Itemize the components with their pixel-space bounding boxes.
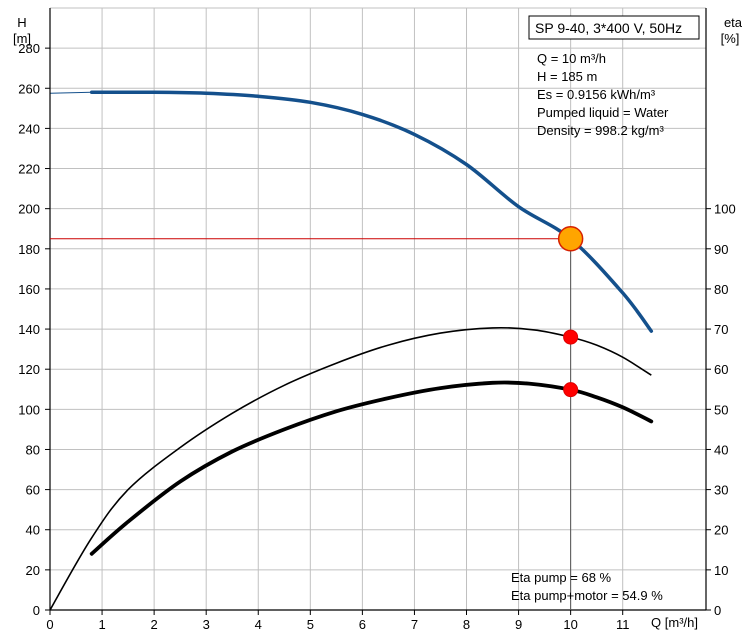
chart-title: SP 9-40, 3*400 V, 50Hz	[535, 20, 682, 36]
eta-pump-motor-label: Eta pump+motor = 54.9 %	[511, 588, 663, 603]
head-curve-extension	[49, 91, 92, 94]
x-tick-label: 1	[98, 617, 105, 632]
y-right-tick-label: 70	[714, 322, 728, 337]
y-right-axis-title-line2: [%]	[721, 31, 740, 46]
y-left-axis-title-line2: [m]	[13, 31, 31, 46]
x-tick-label: 5	[307, 617, 314, 632]
y-left-axis-title-line1: H	[17, 15, 26, 30]
tick-labels: 0 1 2 3 4 5 6 7 8 9 10 1102040608010012014016018020…	[18, 41, 735, 632]
eta-pump-label: Eta pump = 68 %	[511, 570, 612, 585]
markers	[50, 226, 584, 610]
y-left-tick-label: 160	[18, 282, 40, 297]
eta-pump-motor-curve	[89, 380, 654, 556]
x-tick-label: 11	[616, 617, 630, 632]
y-left-tick-label: 220	[18, 162, 40, 177]
y-right-tick-label: 100	[714, 202, 736, 217]
info-line: Es = 0.9156 kWh/m³	[537, 87, 656, 102]
x-axis-title: Q [m³/h]	[651, 615, 698, 630]
y-right-tick-label: 20	[714, 523, 728, 538]
x-tick-label: 3	[203, 617, 210, 632]
y-left-tick-label: 100	[18, 402, 40, 417]
info-line: Density = 998.2 kg/m³	[537, 123, 664, 138]
axes	[45, 8, 711, 615]
info-line: H = 185 m	[537, 69, 597, 84]
y-left-tick-label: 0	[33, 603, 40, 618]
info-panel: Q = 10 m³/h H = 185 m Es = 0.9156 kWh/m³…	[537, 51, 669, 138]
y-left-tick-label: 20	[26, 563, 40, 578]
y-right-tick-label: 60	[714, 362, 728, 377]
x-tick-label: 8	[463, 617, 470, 632]
x-tick-label: 6	[359, 617, 366, 632]
y-right-tick-label: 40	[714, 442, 728, 457]
y-left-tick-label: 120	[18, 362, 40, 377]
info-line: Pumped liquid = Water	[537, 105, 669, 120]
x-tick-label: 7	[411, 617, 418, 632]
y-right-tick-label: 80	[714, 282, 728, 297]
y-right-tick-label: 0	[714, 603, 721, 618]
y-left-tick-label: 200	[18, 202, 40, 217]
y-left-tick-label: 180	[18, 242, 40, 257]
y-left-tick-label: 280	[18, 41, 40, 56]
y-left-tick-label: 240	[18, 121, 40, 136]
y-right-tick-label: 10	[714, 563, 728, 578]
y-right-tick-label: 90	[714, 242, 728, 257]
y-left-tick-label: 260	[18, 81, 40, 96]
y-left-tick-label: 140	[18, 322, 40, 337]
duty-point-marker	[557, 226, 584, 252]
y-left-tick-label: 80	[26, 442, 40, 457]
eta-pump-marker	[563, 329, 579, 345]
y-left-tick-label: 40	[26, 523, 40, 538]
title-box	[528, 15, 700, 40]
y-right-axis-title-line1: eta	[724, 15, 743, 30]
info-line: Q = 10 m³/h	[537, 51, 606, 66]
x-tick-label: 9	[515, 617, 522, 632]
x-tick-label: 10	[563, 617, 577, 632]
eta-pump-motor-marker	[563, 382, 579, 398]
curves	[49, 90, 654, 611]
y-right-tick-label: 50	[714, 402, 728, 417]
x-tick-label: 4	[255, 617, 262, 632]
grid	[50, 7, 706, 610]
eta-pump-curve	[49, 326, 652, 611]
x-tick-label: 0	[46, 617, 53, 632]
y-left-tick-label: 60	[26, 483, 40, 498]
x-tick-label: 2	[151, 617, 158, 632]
y-right-tick-label: 30	[714, 483, 728, 498]
